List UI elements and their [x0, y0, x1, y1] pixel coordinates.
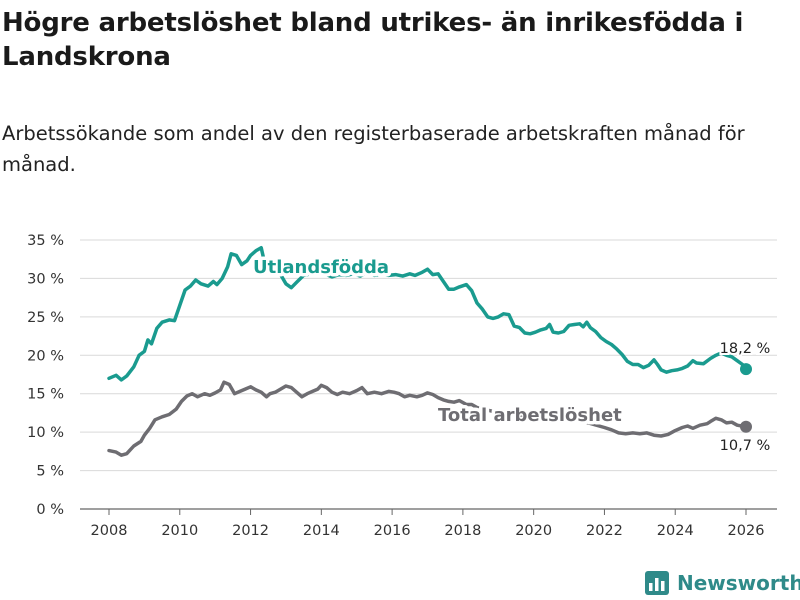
x-tick-label: 2008 [91, 523, 128, 539]
x-tick-label: 2016 [374, 523, 411, 539]
series-labels: Utlandsfödda Total arbetslöshet 18,2 % 10,7… [250, 254, 773, 457]
x-tick-label: 2018 [444, 523, 481, 539]
newsworthy-logo: Newsworthy [645, 568, 800, 598]
series-line-utlandsfödda [107, 245, 748, 382]
y-tick-label: 25 % [27, 310, 64, 326]
y-axis-ticks: 0 % 5 % 10 % 15 % 20 % 25 % 30 % 35 % [27, 233, 64, 518]
y-tick-label: 0 % [36, 502, 64, 518]
y-tick-label: 15 % [27, 387, 64, 403]
series-name-label: Utlandsfödda [253, 257, 389, 278]
chart-title: Högre arbetslöshet bland utrikes- än inr… [2, 8, 744, 72]
gridlines [80, 239, 777, 510]
x-tick-label: 2012 [232, 523, 269, 539]
y-tick-label: 30 % [27, 271, 64, 287]
x-tick-label: 2010 [161, 523, 198, 539]
end-value-label: 10,7 % [720, 438, 771, 454]
x-tick-label: 2026 [728, 523, 765, 539]
series-name-label: Total arbetslöshet [438, 405, 622, 426]
series-line-total-arbetslöshet [107, 380, 748, 457]
series-lines [107, 245, 752, 457]
y-tick-label: 5 % [36, 464, 64, 480]
x-axis-ticks: 2008 2010 2012 2014 2016 2018 2020 2022 2024 2026 [91, 509, 765, 539]
y-tick-label: 20 % [27, 348, 64, 364]
x-tick-label: 2024 [657, 523, 694, 539]
y-tick-label: 10 % [27, 425, 64, 441]
end-point-utlandsfödda [740, 363, 752, 376]
chart-subtitle: Arbetssökande som andel av den registerb… [2, 122, 745, 176]
y-tick-label: 35 % [27, 233, 64, 249]
end-value-label: 18,2 % [720, 341, 771, 357]
brand-name: Newsworthy [677, 571, 800, 595]
end-point-total-arbetslöshet [740, 420, 752, 433]
bar-chart-logo-icon [645, 571, 669, 595]
x-tick-label: 2014 [303, 523, 340, 539]
x-tick-label: 2020 [515, 523, 552, 539]
x-tick-label: 2022 [586, 523, 623, 539]
